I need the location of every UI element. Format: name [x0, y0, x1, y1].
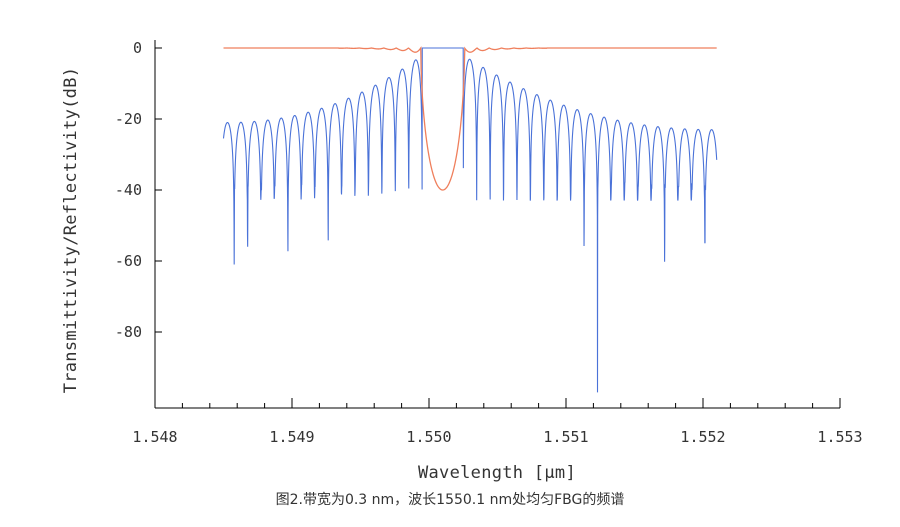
transmittivity-series — [223, 46, 717, 191]
x-tick-label: 1.550 — [406, 428, 451, 446]
axes — [154, 40, 840, 409]
y-tick-label: -20 — [115, 110, 142, 128]
x-tick-label: 1.551 — [543, 428, 588, 446]
reflectivity-series — [222, 47, 718, 393]
x-tick-label: 1.549 — [269, 428, 314, 446]
figure-caption: 图2.带宽为0.3 nm，波长1550.1 nm处均匀FBG的频谱 — [275, 492, 625, 508]
x-axis-title: Wavelength [μm] — [418, 463, 576, 483]
x-tick-label: 1.552 — [680, 428, 725, 446]
y-axis-title: Transmittivity/Reflectivity(dB) — [61, 67, 81, 394]
series-layer — [222, 46, 718, 393]
x-ticks: 1.548 1.549 1.550 1.551 1.552 1.553 — [132, 398, 863, 446]
fbg-spectrum-chart: 0-20-40-60-80 1.548 1.549 1.550 1.551 1.552 1… — [61, 39, 863, 483]
y-tick-label: -40 — [115, 181, 142, 199]
x-tick-label: 1.548 — [132, 428, 177, 446]
x-tick-label: 1.553 — [817, 428, 862, 446]
y-tick-label: 0 — [133, 39, 142, 57]
y-tick-label: -60 — [115, 252, 142, 270]
y-ticks: 0 -20 -40 -60 -80 — [115, 39, 162, 341]
y-tick-label: -80 — [115, 323, 142, 341]
